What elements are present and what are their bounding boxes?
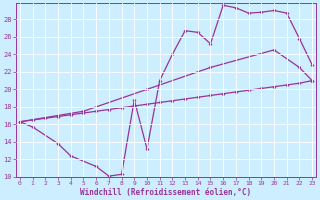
X-axis label: Windchill (Refroidissement éolien,°C): Windchill (Refroidissement éolien,°C)	[80, 188, 252, 197]
